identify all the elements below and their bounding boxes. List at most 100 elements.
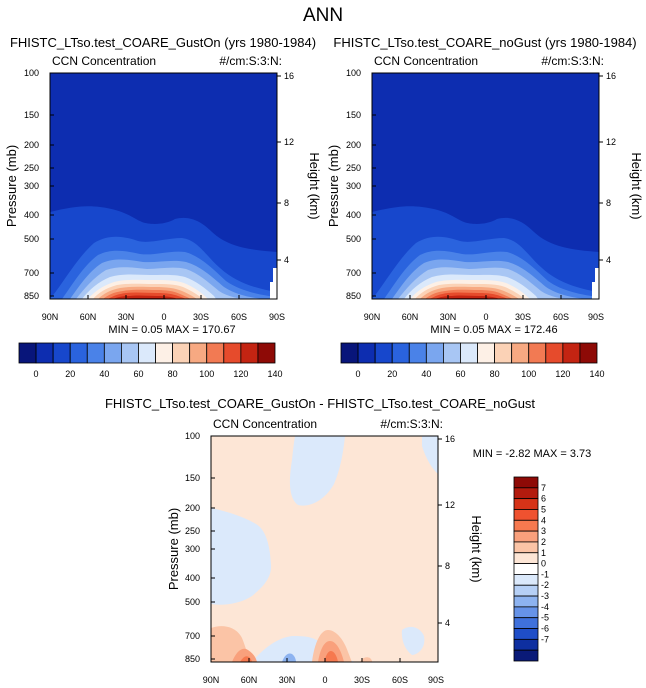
y-axis-label-right: Height (km) <box>307 152 322 219</box>
colorbar-label: -3 <box>541 591 549 601</box>
y-tick-label: 700 <box>185 631 200 641</box>
x-tick-label: 60S <box>553 312 569 322</box>
axis-ticks <box>49 72 281 299</box>
colorbar-swatch <box>562 342 581 364</box>
x-tick-labels: 90N 60N 30N 0 30S 60S 90S <box>364 312 604 322</box>
panel-subtitle-left: CCN Concentration <box>374 54 478 68</box>
colorbar-label: 60 <box>455 369 465 379</box>
height-tick-label: 8 <box>284 198 289 208</box>
colorbar-label: 1 <box>541 548 546 558</box>
colorbar-label: 20 <box>387 369 397 379</box>
height-tick-label: 12 <box>445 500 455 510</box>
panel-title: FHISTC_LTso.test_COARE_GustOn - FHISTC_L… <box>105 396 535 411</box>
colorbar-swatch <box>513 606 539 619</box>
panel-subtitle-left: CCN Concentration <box>52 54 156 68</box>
panel-subtitle-right: #/cm:S:3:N: <box>541 54 604 68</box>
y-tick-label: 500 <box>24 234 39 244</box>
colorbar-label: -5 <box>541 613 549 623</box>
y-tick-label: 250 <box>24 163 39 173</box>
height-tick-label: 4 <box>606 255 611 265</box>
colorbar-swatch <box>103 342 122 364</box>
colorbar-label: 0 <box>541 559 546 569</box>
colorbar-label: 0 <box>34 369 39 379</box>
colorbar-label: -1 <box>541 569 549 579</box>
colorbar-swatch <box>513 509 539 521</box>
colorbar-swatch <box>513 541 539 554</box>
x-tick-label: 90N <box>364 312 381 322</box>
page-title: ANN <box>303 5 343 26</box>
stats-text: MIN = 0.05 MAX = 172.46 <box>430 324 557 336</box>
colorbar-swatch <box>257 342 276 364</box>
colorbar: 0 20 40 60 80 100 120 140 <box>340 342 605 379</box>
y-tick-label: 850 <box>346 291 361 301</box>
x-tick-label: 90S <box>588 312 604 322</box>
y-tick-label: 850 <box>24 291 39 301</box>
x-tick-labels: 90N 60N 30N 0 30S 60S 90S <box>203 675 444 685</box>
colorbar-swatch <box>545 342 564 364</box>
x-tick-label: 30S <box>354 675 370 685</box>
panel-title: FHISTC_LTso.test_COARE_noGust (yrs 1980-… <box>333 35 636 50</box>
x-tick-label: 30S <box>193 312 209 322</box>
colorbar-swatch <box>391 342 410 364</box>
y-tick-label: 700 <box>346 268 361 278</box>
height-tick-label: 8 <box>445 561 450 571</box>
panel-gust-on: FHISTC_LTso.test_COARE_GustOn (yrs 1980-… <box>4 35 322 379</box>
y-tick-label: 100 <box>24 68 39 78</box>
colorbar-label: 120 <box>233 369 248 379</box>
x-tick-label: 60N <box>241 675 258 685</box>
height-tick-label: 16 <box>284 71 294 81</box>
contour-field <box>211 436 438 662</box>
y-tick-label: 200 <box>24 140 39 150</box>
y-axis-label: Pressure (mb) <box>166 508 181 590</box>
colorbar-swatch <box>513 574 539 586</box>
y-tick-label: 400 <box>185 573 200 583</box>
y-tick-label: 150 <box>24 110 39 120</box>
colorbar-swatch <box>357 342 376 364</box>
y-right-tick-labels: 16 12 8 4 <box>445 434 455 628</box>
x-tick-label: 30S <box>515 312 531 322</box>
colorbar-swatch <box>513 595 539 608</box>
y-axis-label-right: Height (km) <box>629 152 644 219</box>
y-tick-labels: 100 150 200 250 300 400 500 700 850 <box>346 68 361 301</box>
colorbar-label: 80 <box>490 369 500 379</box>
colorbar-swatch <box>513 584 539 597</box>
colorbar-label: 120 <box>555 369 570 379</box>
y-tick-labels: 100 150 200 250 300 400 500 700 850 <box>185 431 200 664</box>
y-tick-labels: 100 150 200 250 300 400 500 700 850 <box>24 68 39 301</box>
colorbar-swatch <box>223 342 242 364</box>
panel-no-gust: FHISTC_LTso.test_COARE_noGust (yrs 1980-… <box>326 35 644 379</box>
x-tick-label: 60S <box>231 312 247 322</box>
x-tick-label: 60N <box>402 312 419 322</box>
x-tick-label: 0 <box>322 675 327 685</box>
height-tick-label: 12 <box>606 137 616 147</box>
panel-subtitle-left: CCN Concentration <box>213 417 317 431</box>
x-tick-label: 90N <box>42 312 59 322</box>
y-tick-label: 400 <box>24 210 39 220</box>
height-tick-label: 12 <box>284 137 294 147</box>
colorbar-swatch <box>513 487 539 500</box>
colorbar-label: 40 <box>99 369 109 379</box>
colorbar-label: 7 <box>541 483 546 493</box>
y-axis-label: Pressure (mb) <box>326 145 341 227</box>
y-right-tick-labels: 16 12 8 4 <box>606 71 616 265</box>
height-tick-label: 4 <box>445 618 450 628</box>
x-tick-label: 90S <box>428 675 444 685</box>
axis-ticks <box>210 435 442 662</box>
colorbar-label: 100 <box>521 369 536 379</box>
colorbar-label: 140 <box>589 369 604 379</box>
colorbar-swatch <box>513 552 539 564</box>
y-right-tick-labels: 16 12 8 4 <box>284 71 294 265</box>
axis-ticks <box>371 72 603 299</box>
panel-subtitle-right: #/cm:S:3:N: <box>380 417 443 431</box>
x-tick-labels: 90N 60N 30N 0 30S 60S 90S <box>42 312 285 322</box>
y-tick-label: 300 <box>185 544 200 554</box>
colorbar-swatch <box>86 342 105 364</box>
y-tick-label: 300 <box>24 181 39 191</box>
colorbar-swatch <box>138 342 156 364</box>
colorbar-label: 80 <box>168 369 178 379</box>
colorbar-swatch <box>460 342 478 364</box>
x-tick-label: 90S <box>269 312 285 322</box>
colorbar-swatch <box>513 563 539 575</box>
colorbar-label: -4 <box>541 602 549 612</box>
y-tick-label: 150 <box>346 110 361 120</box>
